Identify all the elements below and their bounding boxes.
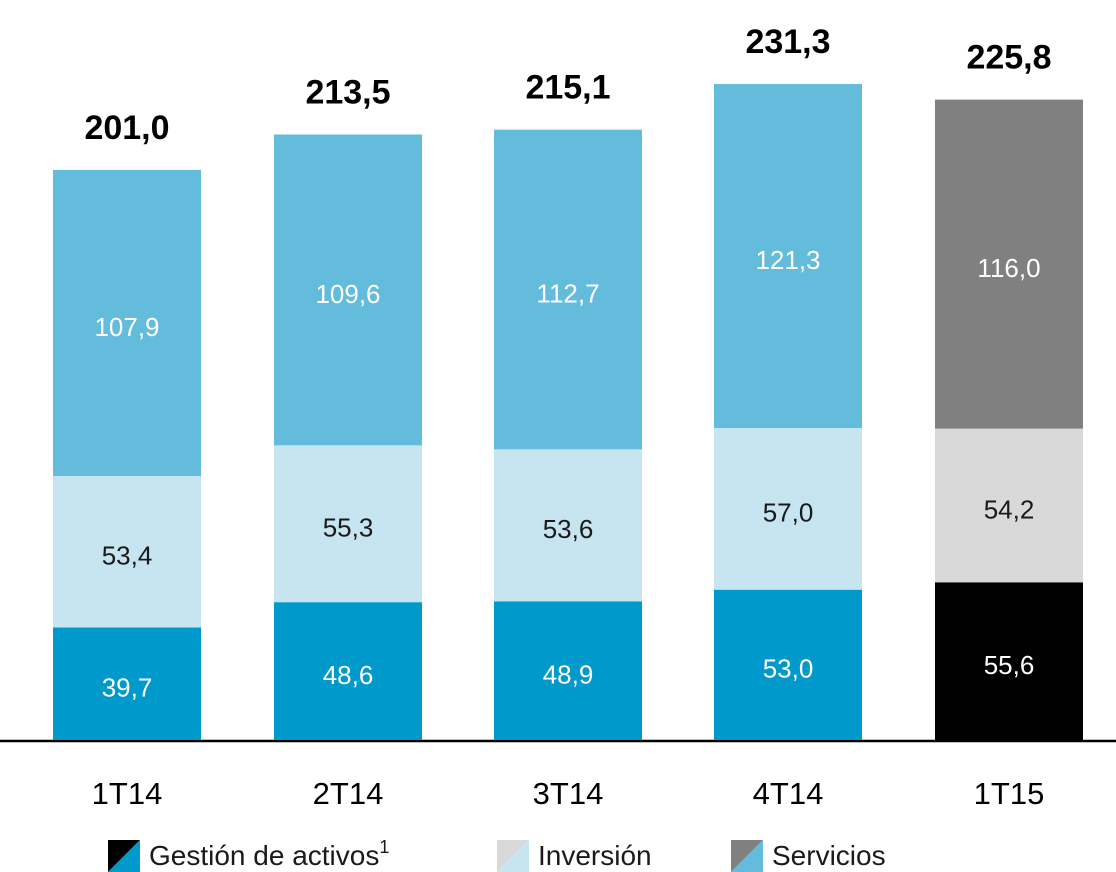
- total-label: 215,1: [525, 69, 610, 107]
- x-tick-label: 1T15: [974, 776, 1045, 811]
- bar-segment: [53, 475, 201, 628]
- segment-label: 54,2: [984, 494, 1035, 524]
- total-label: 213,5: [305, 73, 390, 111]
- bar-segment: [714, 428, 862, 590]
- bar-segment: [935, 99, 1083, 429]
- bar-segment: [274, 134, 422, 446]
- legend-label: Servicios: [772, 840, 886, 871]
- segment-label: 57,0: [763, 498, 814, 528]
- segment-label: 39,7: [102, 673, 153, 703]
- legend-swatch: [497, 840, 529, 872]
- legend-label: Inversión: [538, 840, 652, 871]
- segment-label: 121,3: [755, 245, 820, 275]
- total-label: 231,3: [745, 23, 830, 61]
- total-label: 225,8: [966, 39, 1051, 77]
- segment-label: 55,6: [984, 650, 1035, 680]
- segment-label: 107,9: [94, 312, 159, 342]
- segment-label: 48,9: [543, 660, 594, 690]
- bar-segment: [274, 445, 422, 603]
- segment-label: 48,6: [323, 660, 374, 690]
- segment-label: 112,7: [536, 278, 599, 308]
- bar-segment: [494, 601, 642, 740]
- legend-name: Servicios: [772, 840, 886, 871]
- total-label: 201,0: [84, 109, 169, 147]
- segment-label: 53,0: [763, 654, 814, 684]
- segment-label: 116,0: [977, 253, 1040, 283]
- x-tick-label: 3T14: [533, 776, 604, 811]
- bar-segment: [53, 627, 201, 740]
- bar-segment: [935, 428, 1083, 583]
- bar-segment: [53, 169, 201, 476]
- bar-segment: [494, 449, 642, 602]
- legend-swatch: [108, 840, 140, 872]
- segment-label: 53,6: [543, 514, 594, 544]
- x-tick-label: 2T14: [313, 776, 384, 811]
- segment-label: 109,6: [315, 279, 380, 309]
- bar-segment: [714, 589, 862, 740]
- legend-note: 1: [379, 837, 389, 857]
- bar-segment: [274, 602, 422, 740]
- segment-label: 53,4: [102, 541, 153, 571]
- segment-label: 55,3: [323, 513, 374, 543]
- x-tick-label: 1T14: [92, 776, 163, 811]
- bar-segment: [935, 582, 1083, 740]
- x-tick-label: 4T14: [753, 776, 824, 811]
- bar-segment: [494, 129, 642, 450]
- bar-segment: [714, 84, 862, 429]
- legend-swatch: [731, 840, 763, 872]
- legend-name: Gestión de activos: [149, 840, 379, 871]
- legend-label: Gestión de activos1: [149, 837, 389, 872]
- legend-name: Inversión: [538, 840, 652, 871]
